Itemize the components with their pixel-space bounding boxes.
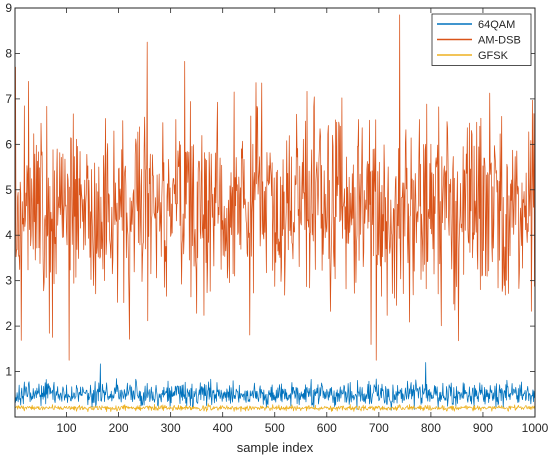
x-tick-label: 1000 (522, 421, 549, 435)
y-tick-label: 8 (5, 46, 12, 60)
y-tick-label: 3 (5, 274, 12, 288)
y-tick-label: 6 (5, 137, 12, 151)
x-tick-label: 200 (109, 421, 129, 435)
y-tick-label: 2 (5, 319, 12, 333)
tick-layer: 100 200 300 400 500 600 700 800 900 1000 1 2 3 4 5 6 7 8 9 (5, 1, 548, 435)
y-tick-label: 4 (5, 228, 12, 242)
x-tick-label: 400 (213, 421, 233, 435)
series-line-gfsk (14, 403, 536, 413)
x-tick-label: 500 (265, 421, 285, 435)
y-tick-label: 7 (5, 92, 12, 106)
x-tick-label: 600 (317, 421, 337, 435)
x-tick-label: 100 (57, 421, 77, 435)
x-tick-label: 300 (161, 421, 181, 435)
legend-label-gfsk: GFSK (478, 50, 509, 62)
y-tick-label: 1 (5, 365, 12, 379)
x-tick-label: 700 (369, 421, 389, 435)
legend-label-64qam: 64QAM (478, 19, 515, 31)
series-line-am-dsb (14, 14, 536, 361)
series-line-64qam (14, 362, 536, 411)
x-axis-label: sample index (237, 440, 314, 455)
y-tick-label: 5 (5, 183, 12, 197)
x-tick-label: 900 (473, 421, 493, 435)
y-tick-label: 9 (5, 1, 12, 15)
series-layer (14, 14, 536, 413)
legend-label-am-dsb: AM-DSB (478, 35, 521, 47)
legend: 64QAM AM-DSB GFSK (431, 13, 532, 66)
x-tick-label: 800 (421, 421, 441, 435)
